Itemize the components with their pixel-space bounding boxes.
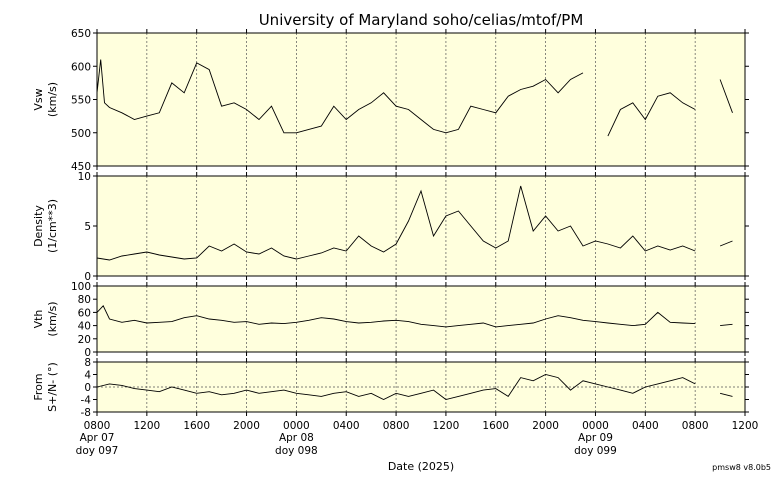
x-tick-label: 0400 xyxy=(632,420,659,432)
version-label: pmsw8 v8.0b5 xyxy=(712,463,771,472)
y-tick-label: -8 xyxy=(81,407,91,419)
x-tick-label: 0400 xyxy=(333,420,360,432)
y-axis-label: From xyxy=(32,373,45,400)
y-tick-label: 0 xyxy=(84,271,91,283)
x-tick-label: 0800 xyxy=(383,420,410,432)
series-line-3-0 xyxy=(96,374,733,401)
x-tick-label: 0000 xyxy=(582,420,609,432)
plot-area xyxy=(97,286,745,352)
series-line-2-0 xyxy=(96,305,733,328)
x-tick-label: 2000 xyxy=(233,420,260,432)
x-tick-label: 1600 xyxy=(482,420,509,432)
x-axis-label: Date (2025) xyxy=(388,460,454,473)
y-tick-label: 20 xyxy=(78,334,91,346)
y-tick-label: 80 xyxy=(78,294,91,306)
y-tick-label: 600 xyxy=(71,61,91,73)
day-label: Apr 08 xyxy=(279,432,314,444)
y-axis-label: (1/cm**3) xyxy=(46,199,59,253)
y-tick-label: 0 xyxy=(84,347,91,359)
y-axis-label: (km/s) xyxy=(46,301,59,336)
day-label: doy 098 xyxy=(275,445,318,457)
series-line-0-0 xyxy=(96,59,733,137)
y-tick-label: -4 xyxy=(81,395,92,407)
y-tick-label: 10 xyxy=(78,171,91,183)
x-tick-label: 0800 xyxy=(84,420,111,432)
series-line-1-0 xyxy=(96,185,733,261)
y-tick-label: 5 xyxy=(84,221,91,233)
plot-area xyxy=(97,33,745,166)
y-axis-label: Density xyxy=(32,205,45,247)
x-tick-label: 1200 xyxy=(133,420,160,432)
y-axis-label: Vsw xyxy=(32,88,45,110)
x-tick-label: 1600 xyxy=(183,420,210,432)
y-tick-label: 60 xyxy=(78,307,91,319)
y-axis-label: (km/s) xyxy=(46,82,59,117)
chart-title: University of Maryland soho/celias/mtof/… xyxy=(259,11,584,29)
y-tick-label: 40 xyxy=(78,321,91,333)
y-tick-label: 650 xyxy=(71,28,91,40)
x-tick-label: 0000 xyxy=(283,420,310,432)
x-tick-label: 0800 xyxy=(682,420,709,432)
y-axis-label: Vth xyxy=(32,310,45,329)
y-tick-label: 500 xyxy=(71,128,91,140)
y-tick-label: 550 xyxy=(71,95,91,107)
y-tick-label: 4 xyxy=(84,370,91,382)
y-tick-label: 8 xyxy=(84,357,91,369)
y-tick-label: 450 xyxy=(71,161,91,173)
y-axis-label: S+/N- (°) xyxy=(46,362,59,412)
panel-1: 0 5 10 Density (1/cm**3) xyxy=(32,171,749,283)
day-label: Apr 09 xyxy=(578,432,613,444)
day-label: doy 097 xyxy=(76,445,119,457)
x-tick-label: 1200 xyxy=(433,420,460,432)
day-label: doy 099 xyxy=(574,445,617,457)
x-tick-label: 2000 xyxy=(532,420,559,432)
plot-frame xyxy=(96,285,746,353)
y-tick-label: 0 xyxy=(84,382,91,394)
day-label: Apr 07 xyxy=(80,432,115,444)
x-tick-label: 1200 xyxy=(732,420,759,432)
panel-0: 450 500 550 600 650 Vsw (km/s) xyxy=(32,28,749,173)
y-tick-label: 100 xyxy=(71,281,91,293)
